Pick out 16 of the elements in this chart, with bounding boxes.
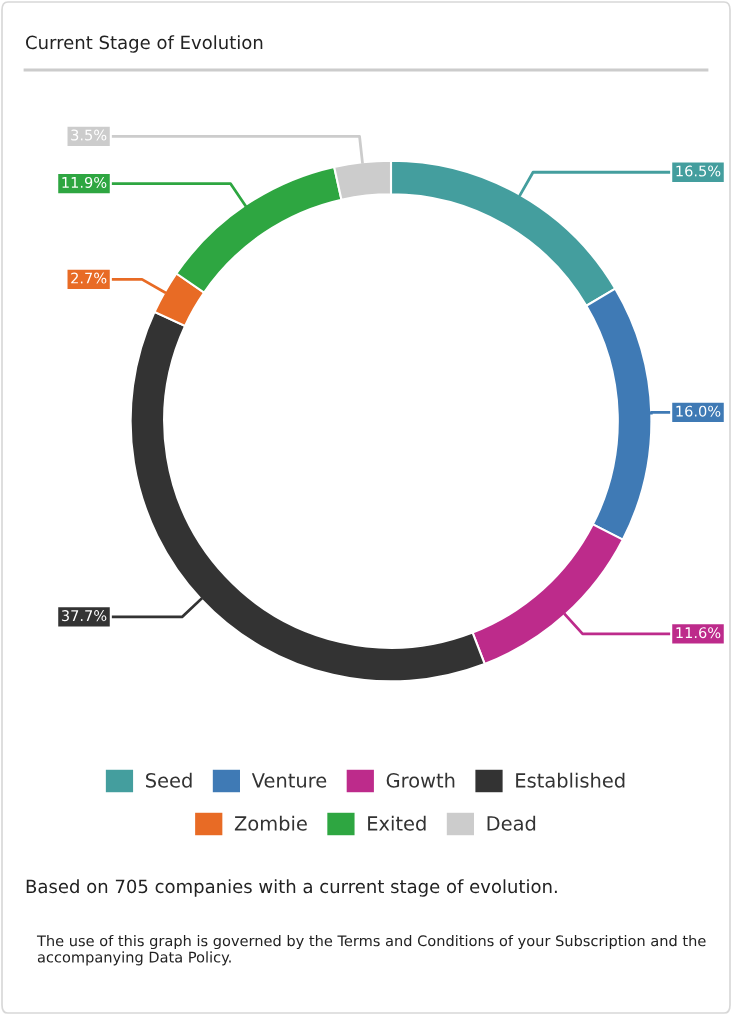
data-label: 2.7%	[71, 272, 107, 284]
text: Based on 705 companies with a current stage of evolution.	[26, 879, 557, 897]
legend-label: Exited	[368, 815, 426, 831]
text: The use of this graph is governed by the Terms and Conditions of your Subscription and the accompanying Data Policy.	[36, 935, 706, 966]
legend-label: Dead	[487, 815, 536, 831]
legend-label: Venture	[251, 773, 327, 788]
data-label: 11.9%	[62, 176, 107, 188]
legend-label: Seed	[146, 772, 192, 788]
legend-label: Growth	[386, 772, 455, 788]
legend-label: Zombie	[234, 815, 307, 831]
chart-title: Current Stage of Evolution	[26, 35, 263, 53]
legend-label: Established	[516, 772, 625, 788]
data-label: 11.6%	[676, 627, 721, 639]
data-label: 16.0%	[676, 405, 721, 417]
data-label: 37.7%	[61, 610, 107, 622]
data-label: 16.5%	[676, 165, 721, 177]
